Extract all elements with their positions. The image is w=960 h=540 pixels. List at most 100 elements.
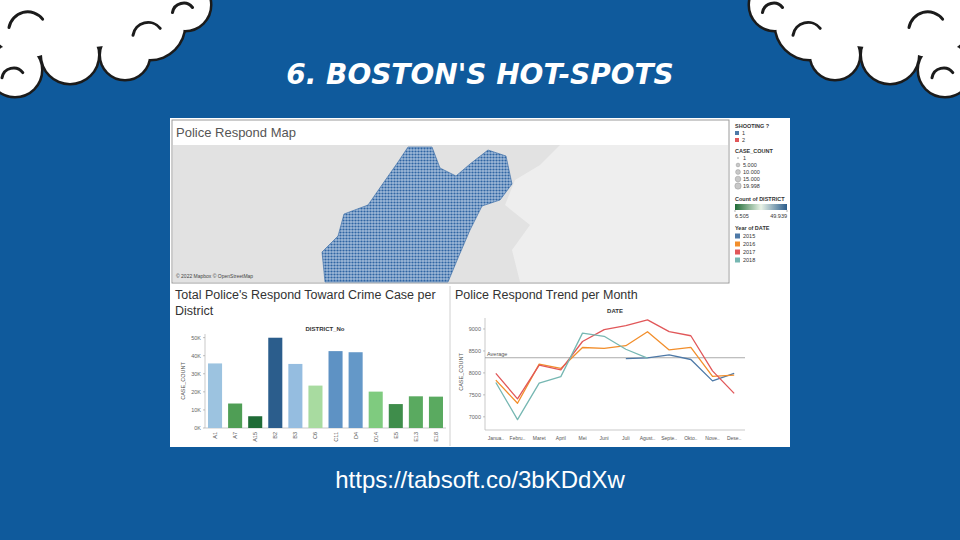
color-bar-tick [787, 210, 788, 212]
x-tick-label: C11 [333, 432, 339, 442]
y-tick [203, 428, 205, 429]
legend-item: 2016 [743, 241, 755, 247]
x-tick-label: Okto.. [684, 435, 697, 441]
map-land [322, 147, 512, 282]
legend-item: 1 [742, 130, 745, 136]
cloud-fill [919, 44, 960, 96]
bar [228, 404, 242, 428]
cloud-fill [811, 31, 859, 79]
bars [208, 338, 443, 428]
y-tick [483, 372, 485, 373]
cloud-swirl [9, 12, 43, 28]
x-tick-label: B3 [292, 432, 298, 439]
legend-swatch [735, 242, 740, 247]
legend-swatch [735, 234, 740, 239]
y-tick [483, 394, 485, 395]
cloud-swirl [133, 22, 160, 35]
cloud [750, 0, 960, 96]
legend-swatch [735, 258, 740, 263]
legend-title: Count of DISTRICT [735, 196, 785, 202]
x-tick-label: Agust.. [640, 435, 656, 441]
legend-item: 2 [742, 137, 745, 143]
cloud [0, 0, 210, 96]
dashboard [170, 118, 790, 447]
y-tick [203, 355, 205, 356]
x-tick-label: Maret [533, 435, 546, 441]
y-tick [483, 416, 485, 417]
size-legend-mark [735, 183, 741, 189]
legend-title: CASE_COUNT [735, 148, 774, 154]
y-axis-title: CASE_COUNT [458, 353, 464, 391]
bar [208, 363, 222, 428]
cloud-fill [750, 0, 800, 30]
bar [288, 364, 302, 428]
series-line [496, 320, 734, 399]
legend-item: 2018 [743, 257, 755, 263]
map-panel [172, 120, 729, 283]
y-tick [203, 337, 205, 338]
y-tick-label: 50K [191, 335, 201, 341]
reference-line [485, 357, 745, 358]
x-tick-label: Juli [622, 435, 630, 441]
cloud-fill [42, 27, 98, 83]
x-tick-label: E18 [433, 432, 439, 442]
legend-item: 2017 [743, 249, 755, 255]
legend-item: 10.000 [743, 169, 760, 175]
y-tick-label: 7000 [469, 414, 481, 420]
bar [349, 352, 363, 428]
x-tick-label: A15 [252, 432, 258, 442]
lines [485, 320, 745, 420]
y-tick [203, 391, 205, 392]
legend-item: 5.000 [743, 162, 757, 168]
y-tick-label: 20K [191, 389, 201, 395]
x-tick-label: Febru.. [510, 435, 526, 441]
legend-title: Year of DATE [735, 225, 770, 231]
bar [248, 416, 262, 428]
slide-title: 6. BOSTON'S HOT-SPOTS [286, 58, 674, 91]
cloud-swirl [763, 3, 783, 12]
y-tick-label: 30K [191, 371, 201, 377]
x-tick-label: C6 [312, 432, 318, 439]
y-axis [205, 334, 206, 428]
color-bar-label: 49.939 [770, 213, 787, 219]
series-line [496, 333, 648, 419]
x-tick-label: E5 [393, 432, 399, 439]
legend-swatch [735, 131, 739, 135]
y-tick [483, 328, 485, 329]
x-tick-label: Janua.. [488, 435, 504, 441]
bar [308, 386, 322, 428]
chart-title-line: District [175, 304, 214, 318]
size-legend-mark [735, 176, 741, 182]
cloud-fill [0, 44, 41, 96]
cloud-swirl [2, 68, 23, 78]
size-legend-mark [736, 163, 740, 167]
chart-title-line: Total Police's Respond Toward Crime Case… [175, 288, 436, 302]
y-tick-label: 40K [191, 353, 201, 359]
map-water [505, 145, 728, 282]
y-axis [485, 318, 486, 430]
map-area [173, 145, 728, 282]
legend-item: 19.998 [743, 183, 760, 189]
y-tick-label: 7500 [469, 392, 481, 398]
map-title: Police Respond Map [176, 125, 296, 140]
x-tick-label: April [556, 435, 566, 441]
bar [369, 392, 383, 428]
annotation: Average [487, 351, 507, 357]
bar [268, 338, 282, 428]
cloud-swirl [932, 68, 953, 78]
color-bar-tick [735, 210, 736, 212]
x-axis-title: DISTRICT_No [306, 326, 345, 332]
y-tick-label: 10K [191, 407, 201, 413]
bar [329, 351, 343, 428]
cloud-swirl [909, 12, 943, 28]
cloud-fill [160, 0, 210, 30]
cloud-outline [42, 27, 98, 83]
legend-swatch [735, 138, 739, 142]
x-tick-label: A7 [232, 432, 238, 439]
color-bar [735, 204, 787, 210]
map-credit: © 2022 Mapbox © OpenStreetMap [176, 273, 253, 279]
bar [409, 396, 423, 428]
background [0, 0, 960, 540]
legend-item: 1 [743, 155, 746, 161]
chart-title: Police Respond Trend per Month [455, 288, 638, 302]
